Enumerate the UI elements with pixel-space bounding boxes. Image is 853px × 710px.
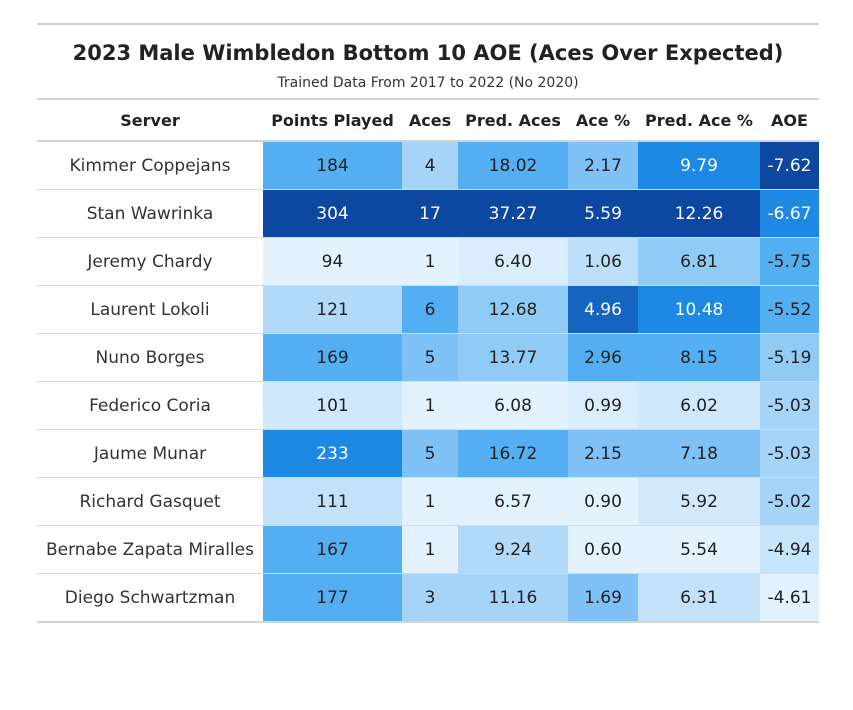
cell-server: Richard Gasquet [37, 477, 263, 526]
cell-points-played: 111 [263, 477, 402, 526]
table-row: Jaume Munar 233 5 16.72 2.15 7.18 -5.03 [37, 429, 819, 478]
table-figure: 2023 Male Wimbledon Bottom 10 AOE (Aces … [37, 23, 819, 623]
aoe-table: Server Points Played Aces Pred. Aces Ace… [37, 98, 819, 623]
cell-pred-ace-pct: 8.15 [638, 333, 760, 382]
cell-server: Kimmer Coppejans [37, 140, 263, 190]
cell-pred-ace-pct: 12.26 [638, 189, 760, 238]
cell-server: Diego Schwartzman [37, 573, 263, 622]
cell-aoe: -6.67 [760, 189, 819, 238]
cell-ace-pct: 2.15 [568, 429, 638, 478]
cell-aoe: -4.61 [760, 573, 819, 622]
cell-pred-ace-pct: 10.48 [638, 285, 760, 334]
cell-pred-ace-pct: 9.79 [638, 140, 760, 190]
cell-aoe: -5.02 [760, 477, 819, 526]
cell-aces: 17 [402, 189, 458, 238]
cell-aoe: -5.03 [760, 429, 819, 478]
cell-aoe: -5.19 [760, 333, 819, 382]
cell-pred-aces: 6.40 [458, 237, 568, 286]
cell-pred-aces: 16.72 [458, 429, 568, 478]
cell-points-played: 121 [263, 285, 402, 334]
cell-pred-ace-pct: 6.81 [638, 237, 760, 286]
cell-aces: 5 [402, 333, 458, 382]
cell-aoe: -5.52 [760, 285, 819, 334]
table-row: Bernabe Zapata Miralles 167 1 9.24 0.60 5.54-… [37, 525, 819, 574]
column-header-ace-pct: Ace % [568, 99, 638, 142]
cell-aoe: -7.62 [760, 140, 819, 190]
cell-server: Federico Coria [37, 381, 263, 430]
cell-aces: 1 [402, 381, 458, 430]
cell-aces: 1 [402, 237, 458, 286]
cell-pred-aces: 13.77 [458, 333, 568, 382]
cell-pred-ace-pct: 5.54 [638, 525, 760, 574]
cell-points-played: 169 [263, 333, 402, 382]
cell-pred-ace-pct: 6.02 [638, 381, 760, 430]
cell-ace-pct: 1.69 [568, 573, 638, 622]
cell-ace-pct: 0.90 [568, 477, 638, 526]
cell-ace-pct: 5.59 [568, 189, 638, 238]
cell-aces: 5 [402, 429, 458, 478]
cell-ace-pct: 2.17 [568, 140, 638, 190]
top-rule [37, 23, 819, 25]
column-header-pred-ace-pct: Pred. Ace % [638, 99, 760, 142]
cell-server: Bernabe Zapata Miralles [37, 525, 263, 574]
cell-points-played: 304 [263, 189, 402, 238]
cell-aces: 1 [402, 477, 458, 526]
cell-pred-ace-pct: 5.92 [638, 477, 760, 526]
cell-points-played: 233 [263, 429, 402, 478]
table-row: Laurent Lokoli 121 6 12.68 4.96 10.48 -5.52 [37, 285, 819, 334]
cell-points-played: 167 [263, 525, 402, 574]
cell-server: Laurent Lokoli [37, 285, 263, 334]
cell-pred-ace-pct: 6.31 [638, 573, 760, 622]
cell-points-played: 177 [263, 573, 402, 622]
column-header-server: Server [37, 99, 263, 142]
cell-pred-aces: 6.57 [458, 477, 568, 526]
cell-points-played: 184 [263, 140, 402, 190]
table-row: Diego Schwartzman 177 3 11.16 1.69 6.31 -4.61 [37, 573, 819, 622]
cell-pred-aces: 37.27 [458, 189, 568, 238]
cell-pred-aces: 11.16 [458, 573, 568, 622]
table-row: Richard Gasquet 111 1 6.57 0.90 5.92 -5.02 [37, 477, 819, 526]
cell-pred-aces: 9.24 [458, 525, 568, 574]
header-row: Server Points Played Aces Pred. Aces Ace… [37, 99, 819, 142]
table-subtitle: Trained Data From 2017 to 2022 (No 2020) [277, 75, 579, 91]
cell-aces: 4 [402, 140, 458, 190]
cell-server: Jeremy Chardy [37, 237, 263, 286]
cell-points-played: 94 [263, 237, 402, 286]
cell-aoe: -4.94 [760, 525, 819, 574]
cell-aoe: -5.03 [760, 381, 819, 430]
cell-ace-pct: 2.96 [568, 333, 638, 382]
cell-pred-ace-pct: 7.18 [638, 429, 760, 478]
table-row: Jeremy Chardy 94 1 6.40 1.06 6.81 -5.75 [37, 237, 819, 286]
cell-ace-pct: 0.99 [568, 381, 638, 430]
cell-pred-aces: 18.02 [458, 140, 568, 190]
cell-server: Stan Wawrinka [37, 189, 263, 238]
table-row: Nuno Borges 169 5 13.77 2.96 8.15 -5.19 [37, 333, 819, 382]
column-header-aoe: AOE [760, 99, 819, 142]
cell-server: Nuno Borges [37, 333, 263, 382]
cell-aces: 3 [402, 573, 458, 622]
cell-aces: 6 [402, 285, 458, 334]
column-header-aces: Aces [402, 99, 458, 142]
cell-pred-aces: 6.08 [458, 381, 568, 430]
table-row: Federico Coria 101 1 6.08 0.99 6.02 -5.03 [37, 381, 819, 430]
table-title: 2023 Male Wimbledon Bottom 10 AOE (Aces … [72, 41, 784, 65]
table-row: Kimmer Coppejans 184 4 18.02 2.17 9.79 -7.62 [37, 140, 819, 190]
cell-aoe: -5.75 [760, 237, 819, 286]
cell-ace-pct: 0.60 [568, 525, 638, 574]
cell-ace-pct: 1.06 [568, 237, 638, 286]
cell-ace-pct: 4.96 [568, 285, 638, 334]
cell-pred-aces: 12.68 [458, 285, 568, 334]
table-row: Stan Wawrinka 304 17 37.27 5.59 12.26 -6.67 [37, 189, 819, 238]
cell-points-played: 101 [263, 381, 402, 430]
cell-aces: 1 [402, 525, 458, 574]
cell-server: Jaume Munar [37, 429, 263, 478]
column-header-points-played: Points Played [263, 99, 402, 142]
column-header-pred-aces: Pred. Aces [458, 99, 568, 142]
